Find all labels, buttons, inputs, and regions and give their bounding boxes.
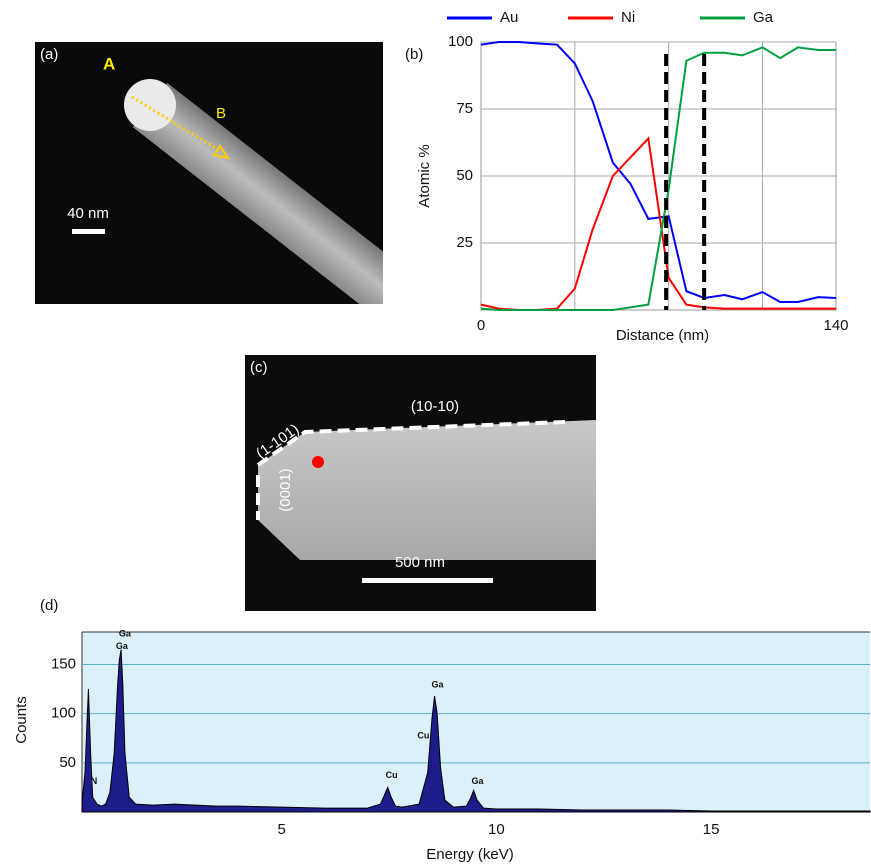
x-axis-label: Energy (keV) — [426, 846, 514, 863]
nanowire — [132, 82, 383, 304]
peak-label: Ga — [116, 641, 129, 651]
x-tick-label: 15 — [703, 821, 720, 838]
peak-label: Ga — [471, 776, 484, 786]
y-tick-label: 25 — [456, 234, 473, 251]
scale-label: 40 nm — [67, 205, 109, 222]
x-tick-label: 0 — [477, 317, 485, 334]
panel-label: (b) — [405, 46, 423, 63]
x-tick-label: 140 — [823, 317, 848, 334]
scale-bar — [362, 578, 493, 583]
panel-label: (c) — [250, 359, 268, 376]
y-tick-label: 50 — [59, 754, 76, 771]
marker-a: A — [103, 54, 115, 73]
peak-label: Cu — [417, 731, 429, 741]
legend-label: Ga — [753, 9, 774, 26]
peak-label: Ga — [119, 628, 132, 638]
scan-end — [212, 144, 231, 160]
y-tick-label: 50 — [456, 167, 473, 184]
series-line — [480, 41, 837, 303]
panel-label: (a) — [40, 46, 58, 63]
y-axis-label: Counts — [13, 696, 30, 744]
legend-label: Au — [500, 9, 518, 26]
nanowire — [258, 420, 596, 560]
scale-bar — [72, 229, 105, 234]
scale-label: 500 nm — [395, 554, 445, 571]
y-tick-label: 75 — [456, 100, 473, 117]
y-tick-label: 100 — [448, 33, 473, 50]
series-line — [480, 46, 836, 311]
legend-label: Ni — [621, 9, 635, 26]
x-tick-label: 5 — [278, 821, 286, 838]
spot — [312, 456, 324, 468]
peak-label: N — [91, 776, 98, 786]
panel-label: (d) — [40, 597, 58, 614]
spectrum — [81, 649, 871, 813]
y-axis-label: Atomic % — [416, 144, 433, 207]
marker-b: B — [216, 105, 226, 122]
plot-background — [82, 632, 870, 812]
peak-label: Ga — [432, 679, 445, 689]
y-tick-label: 150 — [51, 655, 76, 672]
facet-label: (10-10) — [411, 398, 459, 415]
x-tick-label: 10 — [488, 821, 505, 838]
x-axis-label: Distance (nm) — [616, 327, 709, 344]
peak-label: Cu — [386, 770, 398, 780]
facet-label: (0001) — [277, 468, 294, 511]
y-tick-label: 100 — [51, 705, 76, 722]
facet-outline — [256, 420, 566, 467]
catalyst-particle — [124, 79, 176, 131]
